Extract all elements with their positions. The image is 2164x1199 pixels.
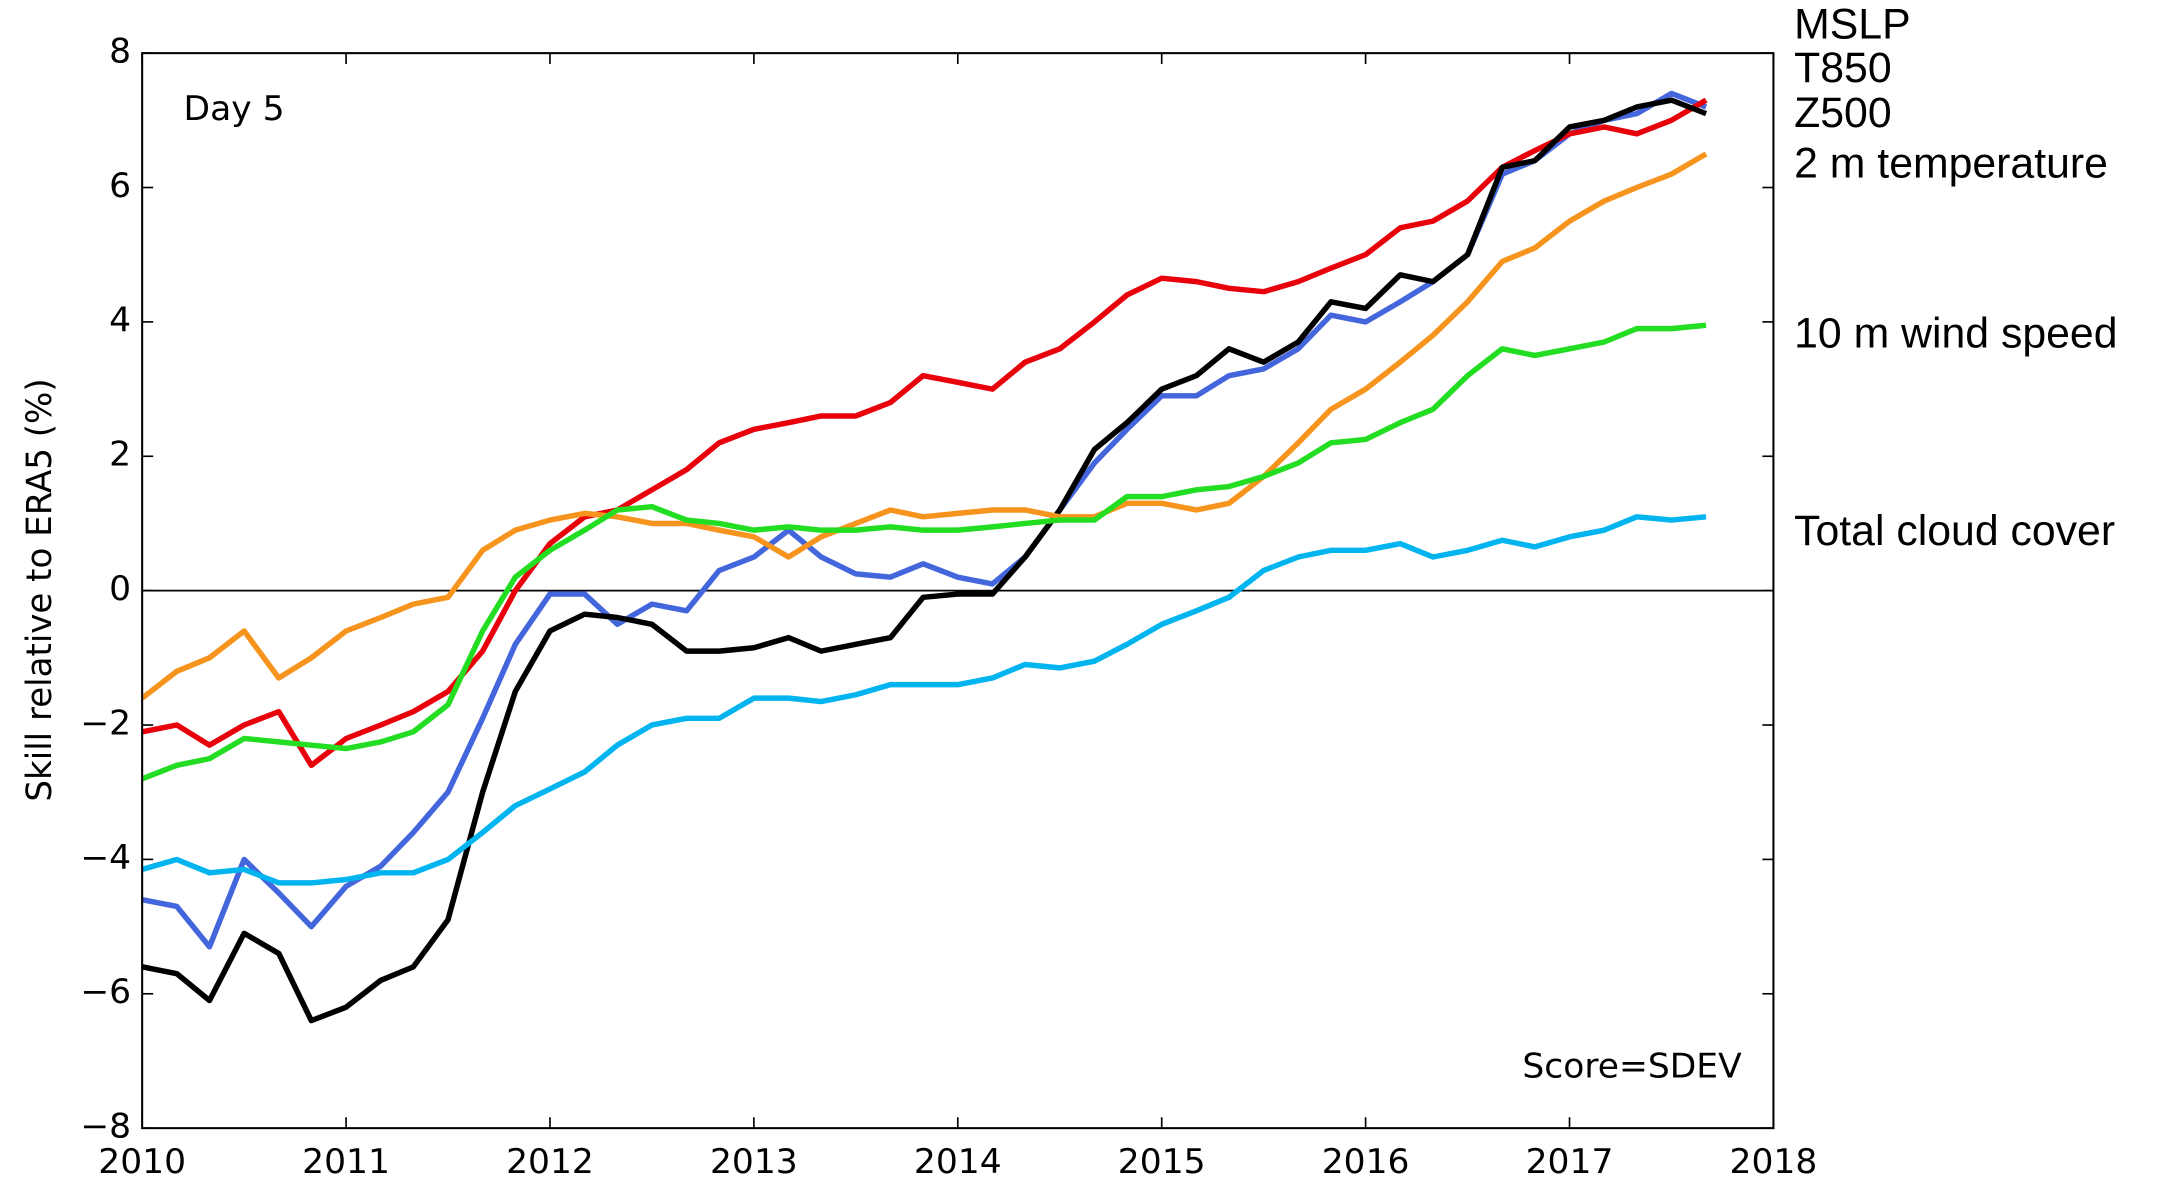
x-tick-label: 2014 bbox=[914, 1142, 1002, 1182]
legend-label: Total cloud cover bbox=[1794, 509, 2115, 556]
y-tick-label: −8 bbox=[80, 1107, 131, 1147]
y-tick-label: −4 bbox=[80, 838, 131, 878]
legend-label: Z500 bbox=[1794, 90, 1891, 137]
legend-label: 2 m temperature bbox=[1794, 141, 2108, 188]
y-tick-label: 0 bbox=[109, 569, 131, 609]
annotation: Score=SDEV bbox=[1522, 1047, 1742, 1087]
y-tick-label: −2 bbox=[80, 704, 131, 744]
legend-label: MSLP bbox=[1794, 2, 1910, 49]
x-tick-label: 2016 bbox=[1322, 1142, 1410, 1182]
legend-label: T850 bbox=[1794, 45, 1891, 92]
y-tick-label: 4 bbox=[109, 301, 131, 341]
x-tick-label: 2015 bbox=[1118, 1142, 1206, 1182]
x-tick-label: 2013 bbox=[710, 1142, 798, 1182]
series-line bbox=[141, 97, 1708, 769]
series-line bbox=[141, 97, 1708, 1024]
x-tick-label: 2018 bbox=[1730, 1142, 1818, 1182]
y-tick-label: 2 bbox=[109, 435, 131, 475]
y-tick-label: 6 bbox=[109, 166, 131, 206]
x-tick-label: 2012 bbox=[506, 1142, 594, 1182]
x-tick-label: 2010 bbox=[98, 1142, 186, 1182]
series-line bbox=[141, 90, 1708, 950]
series-line bbox=[140, 151, 1708, 701]
annotation: Day 5 bbox=[184, 89, 285, 129]
series-line bbox=[141, 322, 1707, 782]
series-line bbox=[141, 514, 1707, 886]
x-tick-label: 2011 bbox=[302, 1142, 390, 1182]
legend-label: 10 m wind speed bbox=[1794, 311, 2117, 358]
x-tick-label: 2017 bbox=[1526, 1142, 1614, 1182]
y-tick-label: −6 bbox=[80, 972, 131, 1012]
y-axis-label: Skill relative to ERA5 (%) bbox=[20, 378, 60, 801]
plot-frame bbox=[141, 52, 1775, 1130]
y-tick-label: 8 bbox=[109, 32, 131, 72]
